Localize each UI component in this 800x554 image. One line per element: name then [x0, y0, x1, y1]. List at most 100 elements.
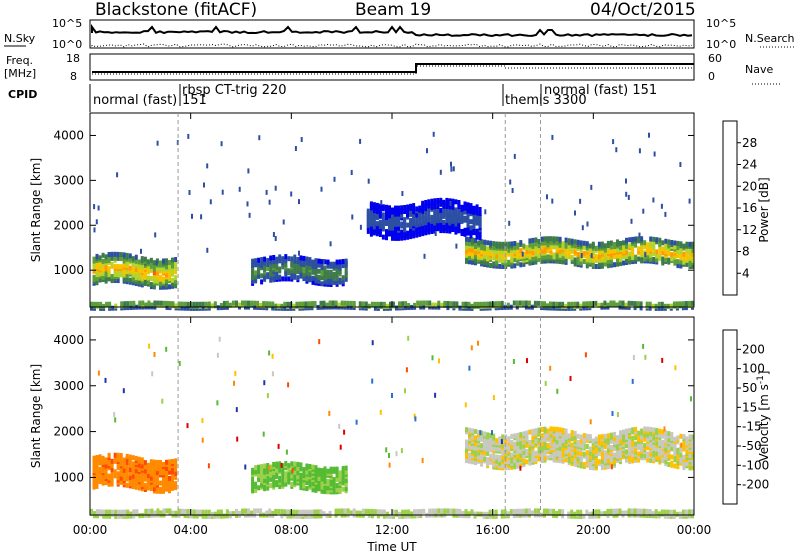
- echo-cell: [165, 278, 168, 284]
- echo-cell-sparse: [207, 463, 210, 469]
- velocity-mode-dividers: [177, 317, 541, 515]
- echo-cell: [498, 263, 502, 269]
- echo-cell: [664, 248, 668, 254]
- echo-cell-sparse: [95, 219, 98, 225]
- echo-cell: [678, 301, 682, 307]
- echo-cell-sparse: [513, 153, 516, 159]
- echo-cell: [152, 465, 156, 471]
- echo-cell: [515, 300, 519, 306]
- echo-cell: [525, 249, 529, 255]
- echo-cell: [311, 263, 315, 269]
- echo-cell: [564, 432, 568, 438]
- echo-cell: [622, 254, 625, 260]
- echo-cell: [625, 237, 628, 243]
- echo-cell: [649, 240, 653, 246]
- echo-cell: [646, 254, 650, 260]
- echo-cell: [128, 253, 132, 259]
- echo-cell: [534, 245, 538, 251]
- echo-cell-sparse: [151, 371, 154, 377]
- echo-cell: [667, 437, 671, 443]
- echo-cell: [594, 436, 598, 442]
- echo-cell: [332, 477, 336, 483]
- echo-cell: [594, 264, 598, 269]
- echo-cell: [122, 457, 126, 463]
- echo-cell: [612, 508, 616, 514]
- echo-cell: [168, 274, 171, 280]
- echo-cell: [369, 201, 373, 207]
- echo-cell: [116, 264, 120, 269]
- x-tick-label: 12:00: [375, 523, 410, 537]
- echo-cell: [478, 235, 482, 241]
- echo-cell: [588, 243, 592, 249]
- echo-cell: [549, 426, 553, 432]
- echo-cell: [137, 473, 141, 479]
- echo-cell: [655, 237, 659, 243]
- echo-cell: [346, 300, 350, 306]
- echo-cell: [101, 474, 105, 480]
- echo-cell: [533, 508, 537, 514]
- echo-cell-sparse: [385, 447, 388, 453]
- echo-cell: [128, 277, 132, 283]
- echo-cell: [278, 254, 282, 260]
- echo-cell: [522, 243, 526, 249]
- echo-cell: [275, 480, 279, 486]
- echo-cell: [189, 509, 193, 515]
- echo-cell: [137, 275, 141, 281]
- echo-cell: [534, 428, 538, 434]
- echo-cell: [469, 225, 473, 231]
- echo-cell: [137, 456, 141, 462]
- echo-cell: [287, 471, 291, 477]
- echo-cell: [101, 455, 105, 461]
- echo-cell: [477, 454, 481, 460]
- echo-cell: [281, 477, 285, 483]
- echo-cell-sparse: [648, 132, 650, 138]
- echo-cell-sparse: [450, 166, 453, 172]
- echo-cell: [519, 448, 523, 454]
- echo-cell: [385, 233, 388, 239]
- echo-cell-sparse: [233, 380, 235, 386]
- echo-cell: [470, 303, 474, 309]
- echo-cell: [407, 509, 411, 515]
- echo-cell: [633, 508, 637, 514]
- echo-cell-sparse: [688, 198, 691, 204]
- echo-cell: [143, 272, 147, 278]
- echo-cell: [274, 303, 278, 309]
- echo-cell: [122, 258, 126, 264]
- echo-cell: [528, 429, 532, 435]
- echo-cell: [123, 301, 127, 307]
- echo-cell: [676, 259, 680, 265]
- echo-cell: [143, 476, 147, 482]
- echo-cell: [113, 473, 117, 479]
- echo-cell: [99, 509, 103, 515]
- echo-cell: [603, 450, 607, 456]
- echo-cell-sparse: [423, 253, 426, 259]
- echo-cell: [588, 434, 592, 440]
- echo-cell: [454, 207, 458, 213]
- echo-cell: [507, 259, 511, 265]
- echo-cell: [636, 301, 640, 307]
- beam-title: Beam 19: [355, 0, 431, 20]
- echo-cell: [472, 228, 476, 233]
- echo-cell: [606, 458, 610, 463]
- echo-cell: [332, 489, 336, 495]
- echo-cell: [516, 453, 520, 459]
- echo-cell: [320, 488, 324, 494]
- echo-cell: [537, 249, 541, 255]
- echo-cell: [338, 489, 342, 495]
- echo-cell: [278, 461, 282, 467]
- echo-cell: [594, 300, 598, 306]
- echo-cell: [263, 467, 267, 473]
- echo-cell: [263, 463, 267, 469]
- echo-cell: [265, 301, 269, 307]
- echo-cell: [468, 241, 471, 247]
- echo-cell: [669, 509, 673, 515]
- echo-cell-sparse: [479, 430, 482, 436]
- echo-cell: [419, 509, 423, 514]
- echo-cell-sparse: [638, 148, 641, 154]
- echo-cell: [437, 300, 441, 306]
- echo-cell: [468, 427, 471, 433]
- echo-cell: [619, 240, 622, 246]
- echo-cell: [189, 513, 193, 519]
- echo-cell: [101, 258, 105, 264]
- echo-cell: [515, 508, 519, 514]
